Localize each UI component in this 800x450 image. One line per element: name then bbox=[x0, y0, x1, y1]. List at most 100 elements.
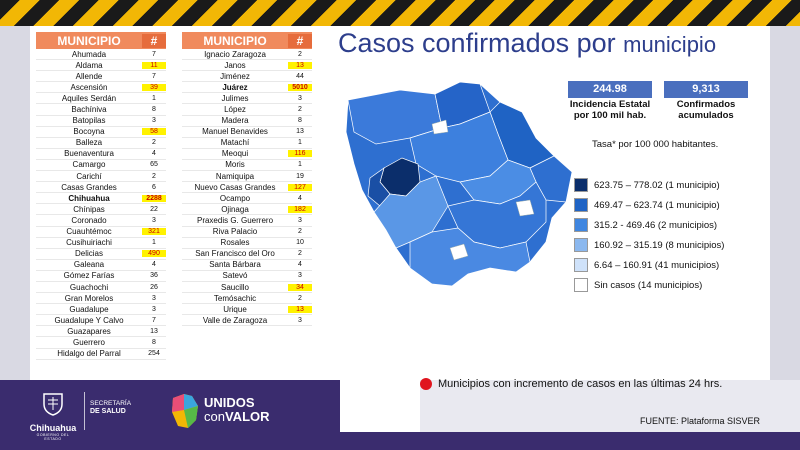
municipio-name: Meoqui bbox=[221, 149, 249, 159]
table-row: Namiquipa 19 bbox=[182, 171, 312, 183]
case-count: 10 bbox=[296, 239, 304, 247]
case-count: 2 bbox=[298, 106, 302, 114]
municipio-name: Matachí bbox=[220, 138, 250, 148]
table-row: Rosales 10 bbox=[182, 238, 312, 249]
case-count: 1 bbox=[152, 239, 156, 247]
map-region-blank-3 bbox=[431, 119, 449, 135]
table-row: Meoqui 116 bbox=[182, 149, 312, 160]
state-shield-icon bbox=[43, 393, 63, 416]
state-map-colorful-icon bbox=[172, 394, 198, 428]
table-row: Aldama 11 bbox=[36, 60, 166, 72]
table-row: Guadalupe 3 bbox=[36, 304, 166, 316]
table-row: Ignacio Zaragoza 2 bbox=[182, 49, 312, 61]
chihuahua-choropleth-map bbox=[345, 81, 573, 287]
table-row: Juárez 5010 bbox=[182, 82, 312, 94]
case-count: 5010 bbox=[288, 83, 312, 91]
red-dot-icon bbox=[420, 378, 432, 390]
legend-swatch bbox=[574, 278, 588, 292]
case-count: 7 bbox=[152, 72, 156, 80]
table-row: Guadalupe Y Calvo 7 bbox=[36, 315, 166, 327]
municipio-name: Gómez Farías bbox=[63, 271, 115, 281]
table-row: Bachíniva 8 bbox=[36, 104, 166, 116]
table-row: San Francisco del Oro 2 bbox=[182, 249, 312, 260]
legend-label: Sin casos (14 municipios) bbox=[594, 279, 703, 291]
legend-label: 469.47 – 623.74 (1 municipio) bbox=[594, 199, 720, 211]
header-count: # bbox=[142, 33, 166, 48]
case-count: 3 bbox=[152, 216, 156, 224]
municipio-name: Chínipas bbox=[73, 204, 105, 214]
table-row: Allende 7 bbox=[36, 71, 166, 83]
table-row: Saucillo 34 bbox=[182, 282, 312, 294]
municipio-name: Bocoyna bbox=[73, 127, 105, 137]
case-count: 127 bbox=[288, 183, 312, 191]
table-row: Delicias 490 bbox=[36, 249, 166, 260]
case-count: 4 bbox=[298, 261, 302, 269]
municipio-table-left: MUNICIPIO # Ahumada 7 Aldama 11 Allende 7 Asce… bbox=[36, 32, 166, 360]
municipio-name: Rosales bbox=[220, 238, 250, 248]
case-count: 8 bbox=[152, 106, 156, 114]
case-count: 65 bbox=[150, 161, 158, 169]
table-row: Matachí 1 bbox=[182, 138, 312, 149]
table-row: Janos 13 bbox=[182, 60, 312, 72]
incidence-label: Incidencia Estatal por 100 mil hab. bbox=[569, 99, 651, 121]
municipio-name: Guazapares bbox=[67, 326, 111, 336]
table-row: Hidalgo del Parral 254 bbox=[36, 349, 166, 360]
legend-item: 160.92 – 315.19 (8 municipios) bbox=[574, 235, 724, 255]
case-count: 4 bbox=[298, 194, 302, 202]
case-count: 116 bbox=[288, 150, 312, 158]
con-text: con bbox=[204, 409, 225, 424]
municipio-name: Madera bbox=[221, 116, 249, 126]
case-count: 1 bbox=[298, 161, 302, 169]
case-count: 8 bbox=[152, 338, 156, 346]
municipio-name: Guadalupe Y Calvo bbox=[54, 315, 124, 325]
municipio-name: Moris bbox=[225, 160, 245, 170]
table-row: López 2 bbox=[182, 104, 312, 116]
case-count: 2 bbox=[152, 139, 156, 147]
legend-label: 160.92 – 315.19 (8 municipios) bbox=[594, 239, 725, 251]
secretaria-text: SECRETARÍA bbox=[90, 400, 132, 407]
table-row: Valle de Zaragoza 3 bbox=[182, 315, 312, 327]
table-row: Satevó 3 bbox=[182, 271, 312, 282]
legend-label: 6.64 – 160.91 (41 municipios) bbox=[594, 259, 720, 271]
table-row: Praxedis G. Guerrero 3 bbox=[182, 215, 312, 227]
map-legend: 623.75 – 778.02 (1 municipio) 469.47 – 62… bbox=[574, 175, 724, 295]
municipio-name: Praxedis G. Guerrero bbox=[196, 215, 274, 225]
unidos-text: UNIDOS bbox=[204, 395, 255, 410]
case-count: 3 bbox=[152, 294, 156, 302]
municipio-name: Carichí bbox=[76, 171, 102, 181]
table-row: Moris 1 bbox=[182, 160, 312, 172]
table-row: Santa Bárbara 4 bbox=[182, 260, 312, 271]
table-row: Gómez Farías 36 bbox=[36, 271, 166, 282]
case-count: 321 bbox=[142, 228, 166, 236]
municipio-name: Gran Morelos bbox=[64, 293, 114, 303]
table-row: Batopilas 3 bbox=[36, 116, 166, 127]
table-row: Ascensión 39 bbox=[36, 82, 166, 94]
chihuahua-government-logo: Chihuahua GOBIERNO DEL ESTADO bbox=[28, 392, 78, 441]
case-count: 44 bbox=[296, 72, 304, 80]
header-municipio: MUNICIPIO bbox=[203, 33, 267, 48]
case-count: 3 bbox=[152, 305, 156, 313]
title-main: Casos confirmados por bbox=[338, 28, 624, 58]
table-row: Nuevo Casas Grandes 127 bbox=[182, 182, 312, 194]
table-row: Ojinaga 182 bbox=[182, 204, 312, 216]
municipio-name: Juárez bbox=[222, 82, 248, 92]
table-row: Gran Morelos 3 bbox=[36, 293, 166, 305]
case-count: 34 bbox=[288, 283, 312, 291]
table-row: Manuel Benavides 13 bbox=[182, 127, 312, 138]
table-row: Guerrero 8 bbox=[36, 337, 166, 349]
logo-chihuahua-text: Chihuahua bbox=[29, 423, 77, 433]
municipio-name: Hidalgo del Parral bbox=[57, 349, 121, 359]
salud-text: DE SALUD bbox=[90, 408, 126, 415]
municipio-name: Ignacio Zaragoza bbox=[204, 49, 266, 59]
page-title: Casos confirmados por municipio bbox=[338, 28, 716, 59]
municipio-name: Galeana bbox=[73, 260, 105, 270]
table-row: Guazapares 13 bbox=[36, 326, 166, 338]
case-count: 8 bbox=[298, 117, 302, 125]
municipio-name: Coronado bbox=[71, 215, 107, 225]
municipio-name: Bachíniva bbox=[71, 105, 107, 115]
table-row: Madera 8 bbox=[182, 116, 312, 127]
municipio-name: Nuevo Casas Grandes bbox=[194, 182, 276, 192]
municipio-name: Ascensión bbox=[70, 82, 108, 92]
case-count: 490 bbox=[142, 250, 166, 258]
table-row: Camargo 65 bbox=[36, 160, 166, 172]
